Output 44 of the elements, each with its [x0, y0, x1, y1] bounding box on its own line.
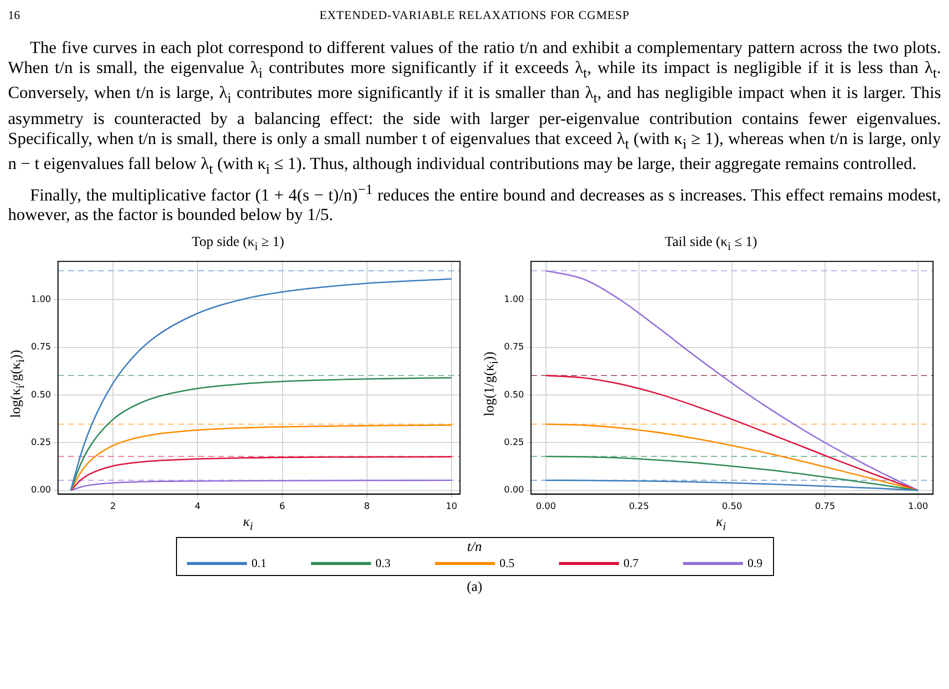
- y-tick-label: 1.00: [30, 294, 52, 305]
- legend-label: 0.9: [748, 556, 762, 571]
- x-tick-label: 2: [110, 502, 116, 512]
- legend-label: 0.1: [252, 556, 266, 571]
- legend-label: 0.7: [624, 556, 638, 571]
- line-series: [545, 423, 919, 492]
- text: EXTENDED-VARIABLE RELAXATIONS FOR CGMESP: [319, 8, 630, 22]
- legend-title: t/n: [467, 540, 482, 556]
- y-tick-label: 0.75: [504, 342, 524, 353]
- y-tick-label: 0.50: [504, 390, 524, 400]
- chart-title: Top side (κ$_{i}$ ≥ 1): [192, 235, 284, 254]
- y-tick-label: 0.75: [30, 342, 52, 353]
- x-tick-label: 4: [194, 502, 201, 512]
- line-series: [70, 456, 452, 492]
- x-tick-label: 0.00: [536, 502, 556, 512]
- x-axis-title: κ$_{i}$: [716, 515, 726, 533]
- text: Finally, the multiplicative factor (1 + 4(s − t)/n)$^{−1}$ reduces the entire bound and decreases as s increases. This effect remains modest, however, as the factor is bounded below by 1/5.: [8, 182, 941, 224]
- text: The five curves in each plot correspond to different values of the ratio t/n and exhibit a complementary pattern across the two plots. When t/n is small, the eigenvalue λ$_{i}$ contributes more significantly if it exceeds λ$_{t}$, while its impact is negligible if it is less than λ$_{t}$. Conversely, when t/n is large, λ$_{i}$ contributes more significantly if it is smaller than λ$_{t}$, and has negligible impact when it is larger. This asymmetry is counteracted by a balancing effect: the side with larger per-eigenvalue contribution contains fewer eigenvalues. Specifically, when t/n is small, there is only a small number t of eigenvalues that exceed λ$_{t}$ (with κ$_{i}$ ≥ 1), whereas when t/n is large, only n − t eigenvalues fall below λ$_{t}$ (with κ$_{i}$ ≤ 1). Thus, although individual contributions may be large, their aggregate remains controlled.: [8, 38, 941, 178]
- x-axis-title: κ$_{i}$: [243, 515, 253, 533]
- y-tick-label: 0.00: [30, 486, 52, 496]
- line-series: [70, 278, 452, 492]
- line-series: [545, 374, 919, 492]
- y-tick-label: 0.25: [504, 438, 524, 448]
- y-tick-label: 1.00: [504, 294, 524, 305]
- text: (a): [466, 580, 484, 596]
- y-tick-label: 0.50: [30, 390, 52, 400]
- x-tick-label: 0.75: [815, 502, 836, 512]
- x-tick-label: 0.50: [722, 502, 742, 512]
- line-series: [545, 480, 919, 492]
- line-series: [545, 270, 919, 492]
- x-tick-label: 8: [364, 502, 370, 512]
- line-series: [70, 424, 452, 492]
- x-tick-label: 1.00: [908, 502, 928, 512]
- line-series: [70, 377, 452, 492]
- text: 16: [8, 8, 20, 23]
- y-tick-label: 0.00: [504, 486, 524, 496]
- legend-label: 0.3: [376, 556, 390, 571]
- chart-title: Tail side (κ$_{i}$ ≤ 1): [664, 235, 758, 254]
- x-tick-label: 10: [446, 502, 458, 512]
- x-tick-label: 0.25: [628, 502, 649, 512]
- y-tick-label: 0.25: [30, 438, 52, 448]
- legend-label: 0.5: [500, 556, 514, 571]
- x-tick-label: 6: [279, 502, 286, 512]
- line-series: [70, 480, 452, 492]
